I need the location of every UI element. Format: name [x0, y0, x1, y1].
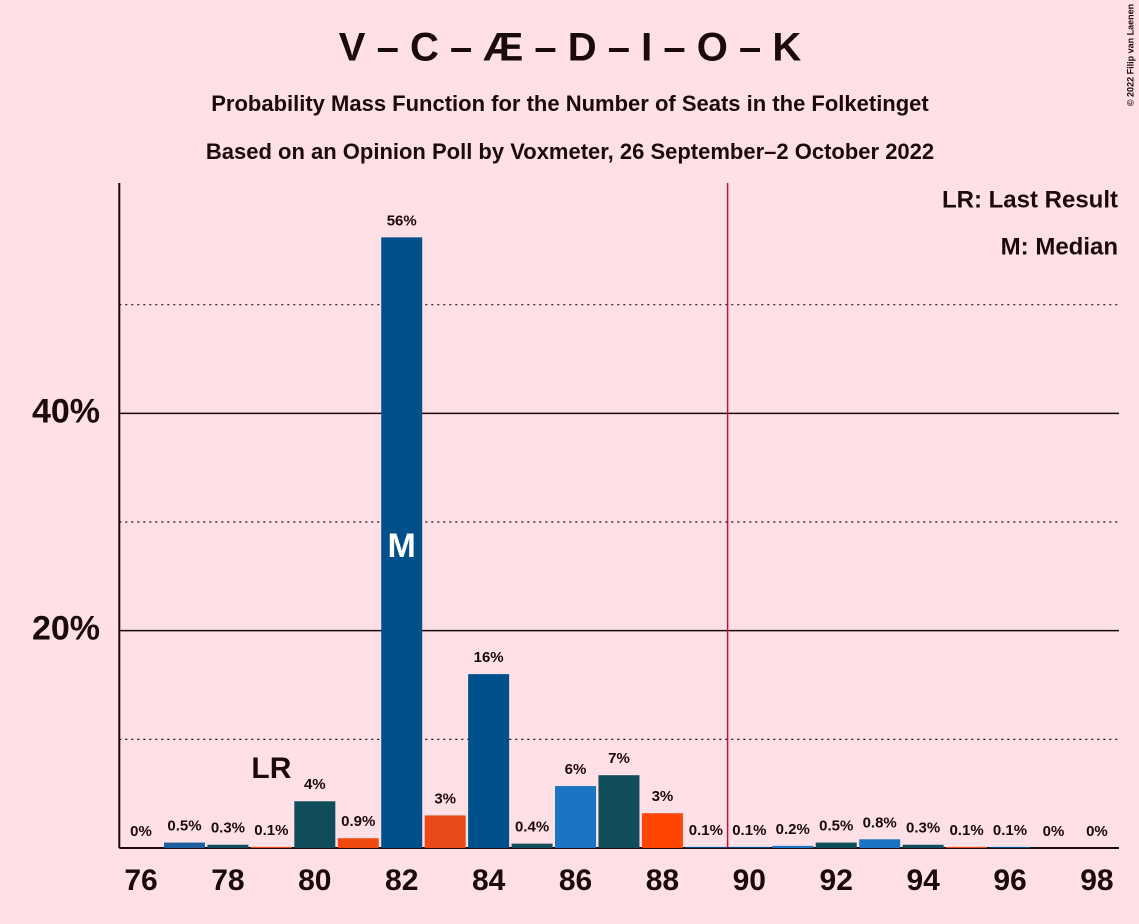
bar — [989, 846, 1031, 848]
x-tick-label: 98 — [1080, 864, 1113, 897]
value-label: 0.5% — [819, 818, 853, 835]
y-tick-label: 20% — [32, 610, 100, 648]
x-tick-label: 80 — [298, 864, 331, 897]
x-tick-label: 78 — [211, 864, 244, 897]
copyright: © 2022 Filip van Laenen — [1125, 4, 1135, 106]
bar — [685, 846, 727, 848]
value-label: 0.5% — [167, 818, 201, 835]
bar — [337, 838, 379, 848]
bar — [250, 846, 292, 848]
x-tick-label: 86 — [559, 864, 592, 897]
chart-subtitle: Probability Mass Function for the Number… — [211, 91, 929, 116]
median-marker: M — [388, 527, 416, 565]
bar — [859, 839, 901, 848]
bar — [381, 237, 423, 848]
bar — [902, 844, 944, 848]
x-tick-label: 82 — [385, 864, 418, 897]
value-label: 0% — [1043, 823, 1065, 840]
value-label: 0.1% — [949, 822, 983, 839]
value-label: 0% — [1086, 823, 1108, 840]
legend-entry: M: Median — [1001, 233, 1118, 260]
value-label: 0.2% — [776, 821, 810, 838]
x-tick-label: 92 — [820, 864, 853, 897]
value-label: 0.3% — [906, 820, 940, 837]
value-label: 0.3% — [211, 820, 245, 837]
x-tick-label: 94 — [906, 864, 940, 897]
value-label: 4% — [304, 776, 326, 793]
legend-entry: LR: Last Result — [942, 186, 1118, 213]
bar — [555, 786, 597, 848]
bar — [207, 844, 249, 848]
value-label: 0.8% — [863, 814, 897, 831]
bar — [641, 813, 683, 848]
chart-subtitle: Based on an Opinion Poll by Voxmeter, 26… — [206, 139, 934, 164]
value-label: 0.1% — [689, 822, 723, 839]
bar — [728, 846, 770, 848]
x-tick-label: 90 — [733, 864, 766, 897]
bar — [815, 842, 857, 848]
bar — [468, 674, 510, 848]
value-label: 0.1% — [993, 822, 1027, 839]
value-label: 7% — [608, 750, 630, 767]
value-label: 3% — [434, 790, 456, 807]
x-tick-label: 96 — [993, 864, 1026, 897]
value-label: 56% — [387, 212, 417, 229]
x-tick-label: 84 — [472, 864, 506, 897]
value-label: 0.1% — [254, 822, 288, 839]
bar — [163, 842, 205, 848]
value-label: 0.1% — [732, 822, 766, 839]
value-label: 3% — [652, 788, 674, 805]
last-result-marker: LR — [251, 752, 291, 785]
value-label: 16% — [474, 649, 504, 666]
value-label: 0% — [130, 823, 152, 840]
bar — [772, 845, 814, 848]
x-tick-label: 76 — [124, 864, 157, 897]
chart-title: V – C – Æ – D – I – O – K — [339, 26, 802, 70]
bar — [598, 775, 640, 848]
y-tick-label: 40% — [32, 392, 100, 430]
bar — [511, 843, 553, 848]
x-tick-label: 88 — [646, 864, 679, 897]
bar — [294, 801, 336, 848]
bar — [946, 846, 988, 848]
value-label: 0.4% — [515, 819, 549, 836]
bar — [424, 815, 466, 848]
value-label: 6% — [565, 761, 587, 778]
value-label: 0.9% — [341, 813, 375, 830]
